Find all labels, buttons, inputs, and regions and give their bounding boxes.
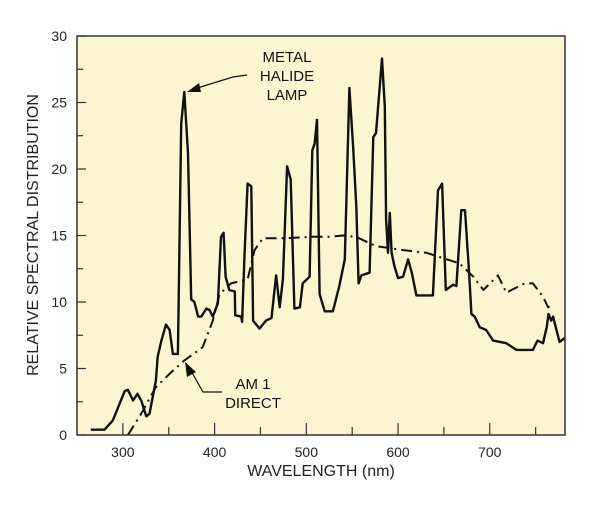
y-tick-labels: 0 5 10 15 20 25 30 bbox=[51, 28, 67, 443]
annotation-am1-direct: AM 1 DIRECT bbox=[185, 362, 281, 412]
x-tick-label: 700 bbox=[478, 444, 502, 460]
x-tick-label: 600 bbox=[386, 444, 410, 460]
plot-frame bbox=[76, 35, 566, 436]
arrowhead-icon bbox=[187, 83, 201, 92]
y-tick-label: 20 bbox=[51, 161, 67, 177]
series-am1-direct bbox=[127, 234, 554, 436]
y-tick-label: 25 bbox=[51, 95, 67, 111]
y-tick-label: 0 bbox=[59, 427, 67, 443]
y-axis-title: RELATIVE SPECTRAL DISTRIBUTION bbox=[25, 94, 42, 376]
y-tick-label: 10 bbox=[51, 294, 67, 310]
annotation-am1-line2: DIRECT bbox=[225, 395, 281, 412]
series-group bbox=[90, 57, 566, 436]
annotation-lamp-arrow-line bbox=[193, 74, 248, 90]
y-tick-label: 30 bbox=[51, 28, 67, 44]
arrowhead-icon bbox=[185, 362, 196, 377]
annotation-am1-line1: AM 1 bbox=[235, 376, 270, 393]
plot-area bbox=[77, 36, 565, 435]
annotation-metal-halide-lamp: METAL HALIDE LAMP bbox=[187, 49, 314, 104]
y-tick-label: 5 bbox=[59, 361, 67, 377]
y-tick-label: 15 bbox=[51, 228, 67, 244]
annotation-am1-arrow-line bbox=[189, 368, 222, 393]
x-tick-label: 300 bbox=[111, 444, 135, 460]
x-tick-label: 500 bbox=[295, 444, 319, 460]
series-line bbox=[90, 57, 566, 431]
annotation-lamp-line3: LAMP bbox=[267, 87, 308, 104]
x-tick-label: 400 bbox=[203, 444, 227, 460]
x-tick-labels: 300 400 500 600 700 bbox=[111, 444, 501, 460]
annotation-lamp-line1: METAL bbox=[263, 49, 312, 66]
annotation-lamp-line2: HALIDE bbox=[260, 68, 314, 85]
series-metal-halide-lamp bbox=[90, 57, 566, 431]
series-line bbox=[127, 234, 554, 436]
x-axis-title: WAVELENGTH (nm) bbox=[247, 463, 395, 480]
